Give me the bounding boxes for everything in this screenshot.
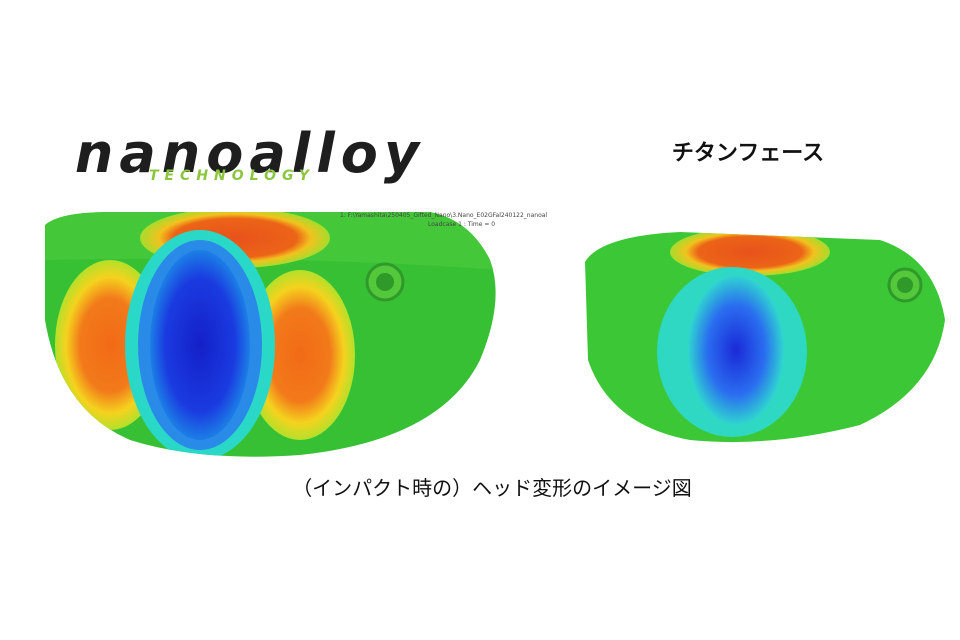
caption: （インパクト時の）ヘッド変形のイメージ図	[292, 476, 692, 500]
right-title: チタンフェース	[672, 141, 824, 166]
logo-subtitle: TECHNOLOGY	[149, 168, 315, 184]
left-head	[45, 212, 496, 457]
logo-text: nanoalloy	[75, 122, 425, 185]
sim-loadcase: Loadcase 1 : Time = 0	[428, 221, 495, 228]
sim-path: 1: F:\Yamashita\250405_Gifted_Nano\3.Nan…	[340, 212, 547, 219]
right-head	[585, 232, 945, 443]
